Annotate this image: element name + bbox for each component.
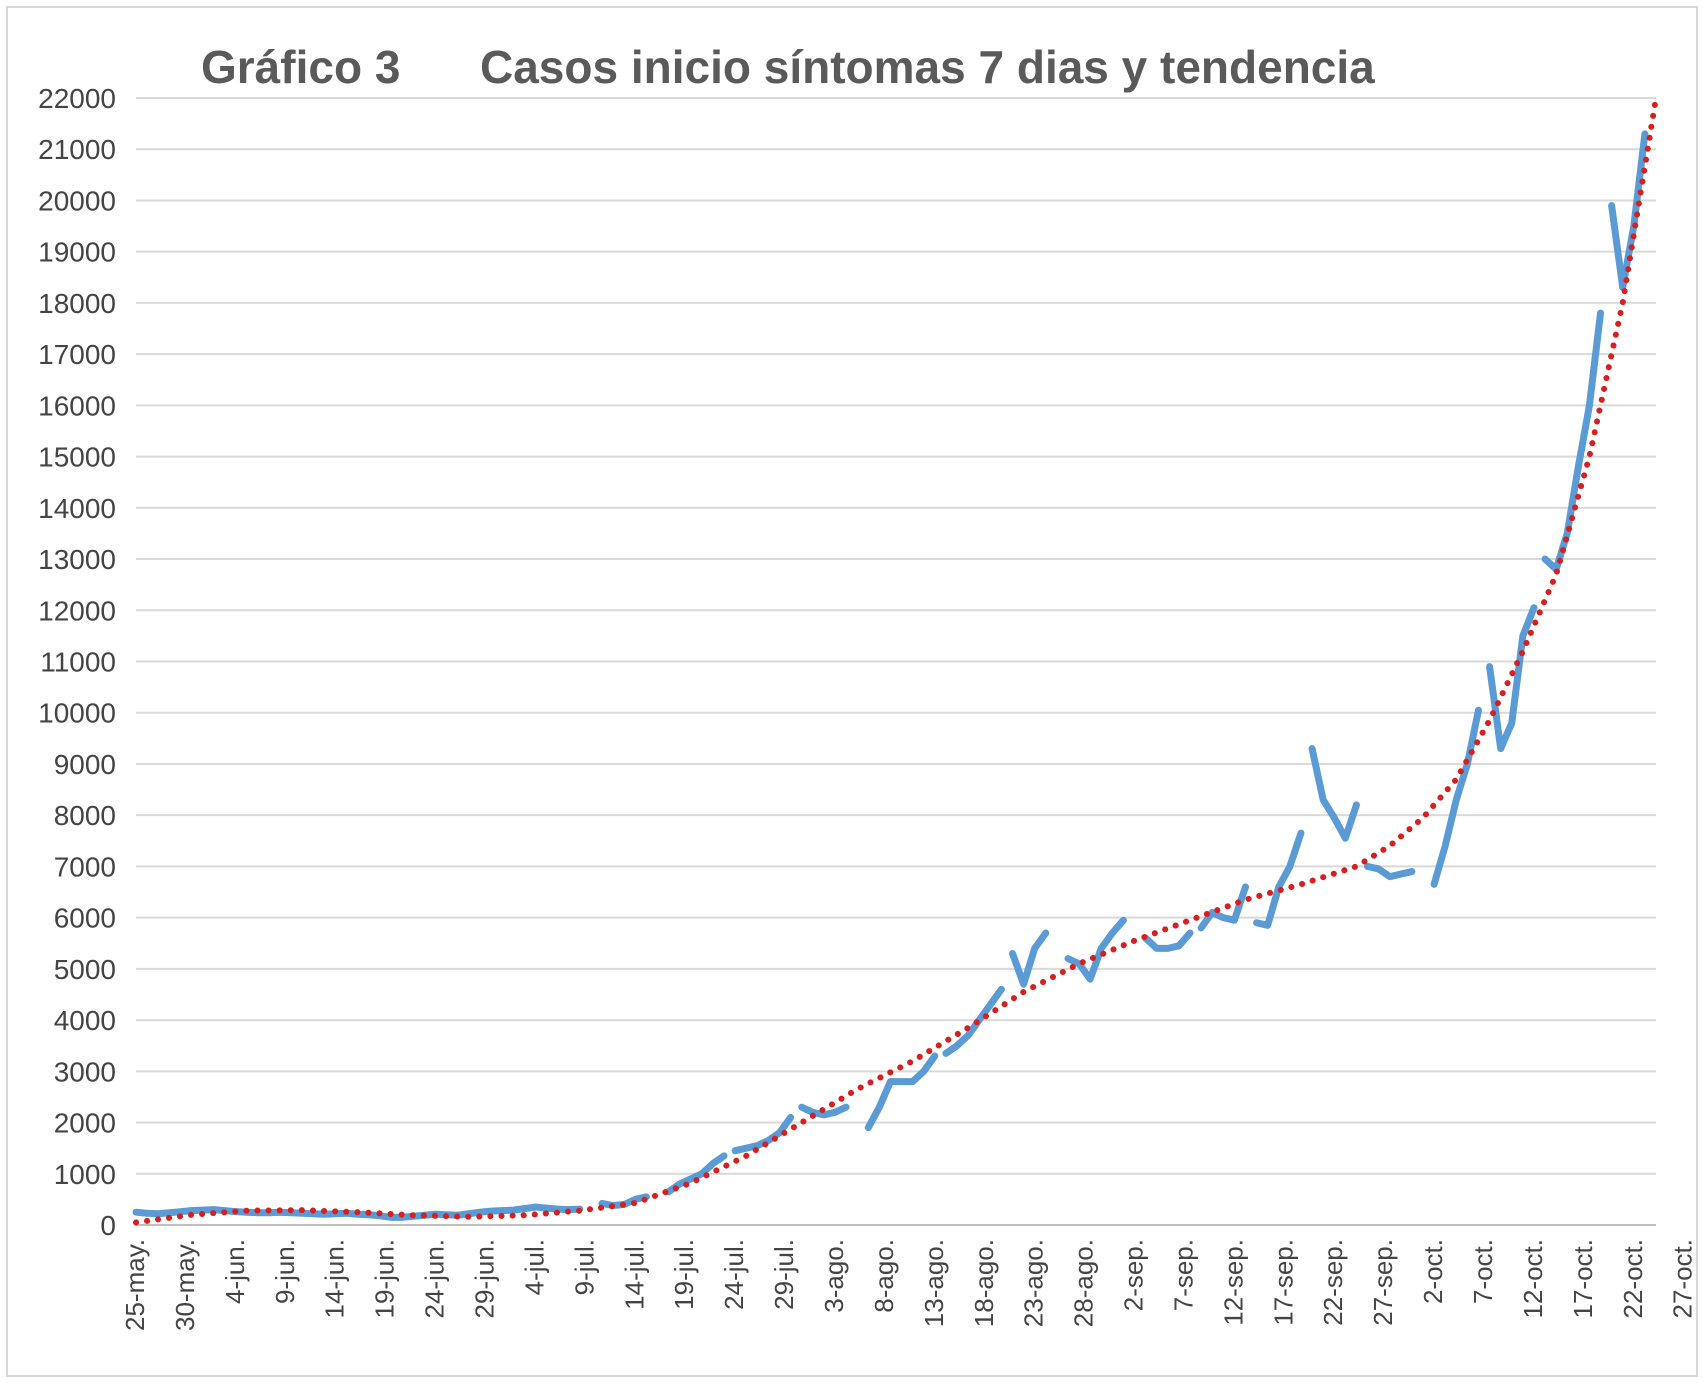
x-tick-label: 13-ago. bbox=[919, 1239, 949, 1327]
x-tick-label: 28-ago. bbox=[1069, 1239, 1099, 1327]
x-tick-label: 18-ago. bbox=[969, 1239, 999, 1327]
gridlines bbox=[136, 97, 1656, 1175]
x-tick-label: 19-jun. bbox=[370, 1239, 400, 1319]
y-tick-label: 10000 bbox=[38, 698, 116, 729]
series-trend bbox=[133, 95, 1659, 1226]
y-tick-label: 13000 bbox=[38, 544, 116, 575]
x-tick-label: 30-may. bbox=[170, 1239, 200, 1331]
x-tick-label: 9-jul. bbox=[569, 1239, 599, 1295]
x-tick-label: 14-jun. bbox=[320, 1239, 350, 1319]
x-tick-label: 29-jul. bbox=[769, 1239, 799, 1310]
y-tick-label: 3000 bbox=[54, 1056, 116, 1087]
trend-line bbox=[133, 95, 1659, 1226]
x-tick-label: 12-sep. bbox=[1218, 1239, 1248, 1326]
series-segment bbox=[1541, 309, 1605, 573]
x-tick-label: 24-jun. bbox=[420, 1239, 450, 1319]
x-tick-label: 4-jun. bbox=[220, 1239, 250, 1304]
x-tick-label: 2-sep. bbox=[1119, 1239, 1149, 1311]
series-segment bbox=[942, 985, 1005, 1057]
x-tick-label: 14-jul. bbox=[619, 1239, 649, 1310]
x-tick-label: 17-oct. bbox=[1568, 1239, 1598, 1319]
x-tick-label: 22-oct. bbox=[1618, 1239, 1648, 1319]
series-segment bbox=[665, 1152, 728, 1196]
x-tick-label: 2-oct. bbox=[1418, 1239, 1448, 1304]
x-tick-label: 4-jul. bbox=[519, 1239, 549, 1295]
chart-title: Casos inicio síntomas 7 dias y tendencia bbox=[480, 41, 1375, 93]
y-tick-label: 20000 bbox=[38, 185, 116, 216]
x-tick-label: 8-ago. bbox=[869, 1239, 899, 1313]
x-tick-label: 3-ago. bbox=[819, 1239, 849, 1313]
x-tick-label: 17-sep. bbox=[1268, 1239, 1298, 1326]
y-tick-label: 11000 bbox=[40, 647, 116, 678]
series-segment bbox=[1608, 130, 1649, 292]
x-tick-label: 7-oct. bbox=[1468, 1239, 1498, 1304]
x-tick-label: 12-oct. bbox=[1518, 1239, 1548, 1319]
y-tick-label: 6000 bbox=[54, 903, 116, 934]
y-tick-label: 21000 bbox=[38, 134, 116, 165]
y-tick-label: 17000 bbox=[38, 339, 116, 370]
y-tick-label: 2000 bbox=[54, 1108, 116, 1139]
series-segment bbox=[1364, 862, 1416, 881]
y-tick-label: 18000 bbox=[38, 288, 116, 319]
series-segment bbox=[864, 1052, 939, 1132]
y-axis-ticks: 0 1000 2000 3000 4000 5000 6000 7000 8000 9000 100… bbox=[38, 83, 116, 1241]
x-tick-label: 24-jul. bbox=[719, 1239, 749, 1310]
x-tick-label: 19-jul. bbox=[669, 1239, 699, 1310]
y-tick-label: 22000 bbox=[38, 83, 116, 114]
y-tick-label: 1000 bbox=[54, 1159, 116, 1190]
x-tick-label: 23-ago. bbox=[1019, 1239, 1049, 1327]
y-tick-label: 12000 bbox=[38, 595, 116, 626]
y-tick-label: 14000 bbox=[38, 493, 116, 524]
series-segment bbox=[1197, 883, 1249, 932]
series-segment bbox=[1486, 604, 1538, 753]
chart-title-number: Gráfico 3 bbox=[201, 41, 400, 93]
x-tick-label: 29-jun. bbox=[469, 1239, 499, 1319]
chart-frame: Gráfico 3 Casos inicio síntomas 7 dias y… bbox=[6, 6, 1698, 1377]
series-segment bbox=[1064, 916, 1127, 983]
x-axis-ticks: 25-may. 30-may. 4-jun. 9-jun. 14-jun. 19-jun.… bbox=[120, 1239, 1698, 1331]
y-tick-label: 9000 bbox=[54, 749, 116, 780]
x-tick-label: 9-jun. bbox=[270, 1239, 300, 1304]
y-tick-label: 5000 bbox=[54, 954, 116, 985]
series-segment bbox=[1253, 829, 1305, 929]
y-tick-label: 8000 bbox=[54, 800, 116, 831]
x-tick-label: 7-sep. bbox=[1168, 1239, 1198, 1311]
series-cases bbox=[132, 130, 1649, 1221]
series-segment bbox=[1308, 745, 1360, 842]
x-tick-label: 27-sep. bbox=[1368, 1239, 1398, 1326]
y-tick-label: 4000 bbox=[54, 1005, 116, 1036]
x-tick-label: 27-oct. bbox=[1668, 1239, 1698, 1319]
series-segment bbox=[1430, 706, 1482, 888]
y-tick-label: 0 bbox=[100, 1210, 116, 1241]
x-tick-label: 22-sep. bbox=[1318, 1239, 1348, 1326]
series-segment bbox=[1008, 929, 1050, 988]
y-tick-label: 19000 bbox=[38, 237, 116, 268]
y-tick-label: 7000 bbox=[54, 851, 116, 882]
x-tick-label: 25-may. bbox=[120, 1239, 150, 1331]
series-segment bbox=[798, 1103, 850, 1119]
series-segment bbox=[1142, 929, 1194, 952]
line-chart: Gráfico 3 Casos inicio síntomas 7 dias y… bbox=[38, 41, 1698, 1331]
y-tick-label: 15000 bbox=[38, 442, 116, 473]
y-tick-label: 16000 bbox=[38, 390, 116, 421]
